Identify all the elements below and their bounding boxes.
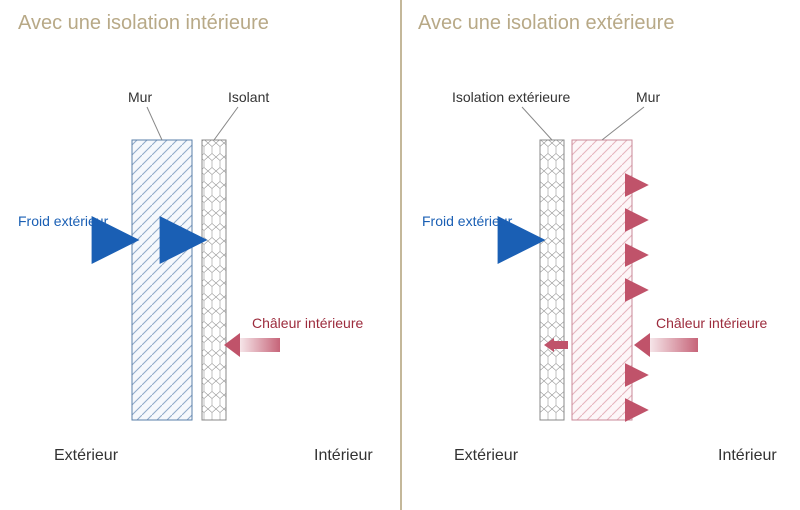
leader-wall xyxy=(147,107,162,140)
panel-exterior-insulation: Avec une isolation extérieure xyxy=(400,0,800,510)
leader-insulant xyxy=(214,107,238,140)
label-isolation-r: Isolation extérieure xyxy=(452,89,570,105)
heat-arrow-body xyxy=(240,338,280,352)
label-isolant: Isolant xyxy=(228,89,269,105)
title-right: Avec une isolation extérieure xyxy=(418,12,788,35)
heat-arrow-body-r xyxy=(650,338,698,352)
leader-mur-r xyxy=(602,107,644,140)
title-left: Avec une isolation intérieure xyxy=(18,12,388,35)
label-chaleur: Châleur intérieure xyxy=(252,315,363,331)
wall-rect-r xyxy=(572,140,632,420)
label-exterieur: Extérieur xyxy=(54,447,118,465)
label-exterieur-r: Extérieur xyxy=(454,447,518,465)
insulation-rect-r xyxy=(540,140,564,420)
label-chaleur-r: Châleur intérieure xyxy=(656,315,767,331)
tiny-heat-arrows xyxy=(636,185,644,410)
label-froid-r: Froid extérieur xyxy=(422,213,512,229)
wall-rect xyxy=(132,140,192,420)
label-froid: Froid extérieur xyxy=(18,213,108,229)
leader-isolation-r xyxy=(522,107,552,140)
insulation-rect xyxy=(202,140,226,420)
heat-arrow-small-body xyxy=(554,341,568,349)
label-mur: Mur xyxy=(128,89,152,105)
panel-interior-insulation: Avec une isolation intérieure xyxy=(0,0,400,510)
label-mur-r: Mur xyxy=(636,89,660,105)
diagram-right xyxy=(412,45,800,485)
label-interieur-r: Intérieur xyxy=(718,447,777,465)
heat-arrow-head-r xyxy=(634,333,650,357)
label-interieur: Intérieur xyxy=(314,447,373,465)
divider-line xyxy=(400,0,402,510)
diagram-left xyxy=(12,45,400,485)
